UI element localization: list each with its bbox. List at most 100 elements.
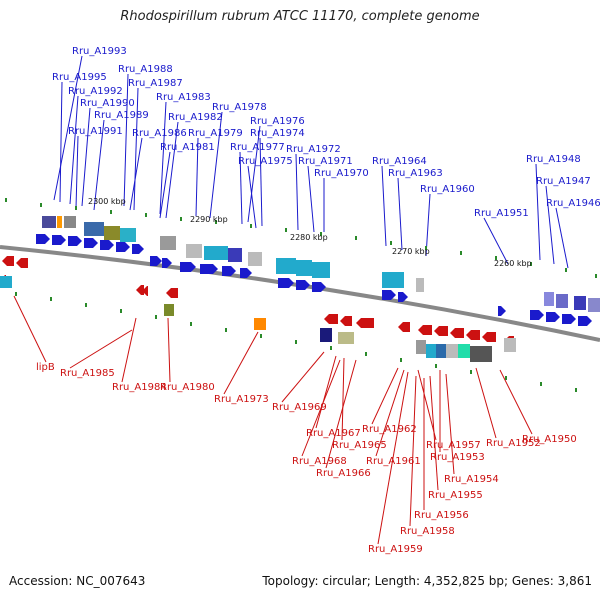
forward-gene-arrow	[200, 264, 218, 274]
feature-block	[120, 228, 136, 242]
tick-dot	[540, 382, 542, 386]
tick-dot	[120, 309, 122, 313]
reverse-leader-line	[371, 367, 399, 425]
reverse-gene-label: Rru_A1956	[414, 510, 469, 521]
feature-block	[64, 216, 76, 228]
kbp-ticks: 2300 kbp 2290 kbp 2280 kbp 2270 kbp 2260 kbp	[88, 197, 532, 268]
forward-gene-arrow	[68, 236, 82, 246]
forward-gene-arrow	[52, 235, 66, 245]
forward-leader-line	[483, 217, 509, 265]
forward-gene-label: Rru_A1993	[72, 46, 127, 57]
label-leader-lines	[13, 55, 569, 545]
tick-dot	[595, 274, 597, 278]
tick-dot	[5, 198, 7, 202]
reverse-gene-arrow	[340, 316, 352, 326]
tick-dot	[575, 388, 577, 392]
reverse-leader-line	[375, 369, 405, 457]
tick-dot	[460, 251, 462, 255]
tick-dot	[155, 315, 157, 319]
forward-gene-label: Rru_A1990	[80, 98, 135, 109]
tick-dot	[470, 370, 472, 374]
tick-dot	[425, 246, 427, 250]
feature-block	[504, 338, 516, 352]
forward-gene-label: Rru_A1960	[420, 184, 475, 195]
reverse-gene-arrow	[434, 326, 448, 336]
forward-gene-arrow	[296, 280, 310, 290]
forward-gene-label: Rru_A1974	[250, 128, 305, 139]
forward-leader-line	[59, 81, 63, 203]
forward-gene-label: Rru_A1951	[474, 208, 529, 219]
reverse-gene-label: Rru_A1984	[112, 382, 167, 393]
tick-dot	[40, 203, 42, 207]
reverse-gene-arrow	[482, 332, 496, 342]
tick-dot	[285, 228, 287, 232]
reverse-gene-label: Rru_A1957	[426, 440, 481, 451]
reverse-gene-arrow	[450, 328, 464, 338]
tick-dot	[50, 297, 52, 301]
tick-dot	[260, 334, 262, 338]
reverse-leader-line	[167, 317, 171, 383]
tick-dots	[5, 198, 597, 392]
reverse-gene-label: Rru_A1950	[522, 434, 577, 445]
forward-gene-label: Rru_A1988	[118, 64, 173, 75]
forward-gene-label: Rru_A1978	[212, 102, 267, 113]
tick-dot	[85, 303, 87, 307]
forward-gene-arrow	[84, 238, 98, 248]
forward-leader-line	[295, 153, 299, 231]
tick-dot	[75, 206, 77, 210]
forward-leader-line	[159, 101, 167, 215]
forward-gene-arrow	[578, 316, 592, 326]
forward-leader-line	[381, 165, 387, 247]
forward-leader-line	[159, 151, 171, 219]
feature-block	[320, 328, 332, 342]
reverse-leader-line	[315, 355, 337, 429]
reverse-gene-label: Rru_A1961	[366, 456, 421, 467]
forward-gene-arrow	[562, 314, 576, 324]
forward-gene-label: Rru_A1946	[546, 198, 600, 209]
tick-dot	[110, 210, 112, 214]
reverse-gene-label: lipB	[36, 362, 55, 373]
feature-block	[276, 258, 296, 274]
forward-gene-label: Rru_A1979	[188, 128, 243, 139]
feature-block	[446, 344, 458, 358]
tick-dot	[530, 262, 532, 266]
reverse-leader-line	[377, 371, 409, 545]
forward-leader-line	[165, 121, 179, 219]
tick-dot	[190, 322, 192, 326]
tick-dot	[565, 268, 567, 272]
reverse-gene-arrow	[142, 286, 148, 296]
feature-block	[57, 216, 62, 228]
reverse-leader-line	[341, 357, 345, 441]
forward-gene-arrow	[546, 312, 560, 322]
feature-block	[436, 344, 446, 358]
feature-block	[556, 294, 568, 308]
gene-labels: Rru_A1993Rru_A1995Rru_A1988Rru_A1992Rru_…	[36, 46, 600, 555]
tick-dot	[295, 340, 297, 344]
feature-block	[204, 246, 228, 260]
feature-block	[186, 244, 202, 258]
feature-block	[42, 216, 56, 228]
forward-leader-line	[397, 177, 403, 251]
tick-dot	[435, 364, 437, 368]
forward-leader-line	[259, 137, 263, 227]
kbp-tick-label: 2300 kbp	[88, 197, 126, 206]
reverse-leader-line	[301, 359, 341, 457]
forward-gene-arrow	[240, 268, 252, 278]
reverse-leader-line	[13, 295, 47, 363]
forward-leader-line	[93, 119, 105, 211]
forward-gene-label: Rru_A1975	[238, 156, 293, 167]
tick-dot	[400, 358, 402, 362]
reverse-gene-label: Rru_A1973	[214, 394, 269, 405]
reverse-leader-line	[445, 373, 455, 475]
tick-dot	[180, 217, 182, 221]
forward-leader-line	[545, 185, 555, 265]
feature-block	[544, 292, 554, 306]
feature-block	[574, 296, 586, 310]
tick-dot	[250, 224, 252, 228]
reverse-leader-line	[325, 359, 357, 469]
forward-gene-arrow	[132, 244, 144, 254]
accession-text: Accession: NC_007643	[9, 574, 146, 588]
forward-gene-label: Rru_A1987	[128, 78, 183, 89]
forward-gene-arrow	[150, 256, 162, 266]
